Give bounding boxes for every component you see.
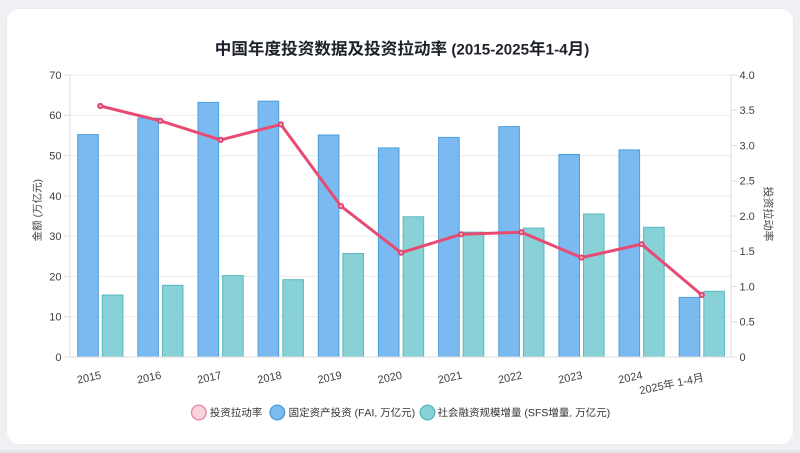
svg-text:2024: 2024	[617, 370, 643, 387]
svg-text:10: 10	[49, 312, 61, 324]
svg-text:40: 40	[49, 191, 61, 203]
svg-text:70: 70	[49, 70, 61, 82]
svg-text:0.5: 0.5	[740, 317, 755, 329]
svg-text:3.0: 3.0	[740, 140, 755, 152]
svg-text:2020: 2020	[377, 370, 403, 387]
svg-text:2.0: 2.0	[740, 211, 755, 223]
svg-text:2018: 2018	[256, 370, 282, 387]
svg-text:2023: 2023	[557, 370, 583, 387]
svg-text:2022: 2022	[497, 370, 523, 387]
svg-text:1.0: 1.0	[740, 281, 755, 293]
svg-text:30: 30	[49, 231, 61, 243]
svg-text:3.5: 3.5	[740, 105, 755, 117]
svg-text:0: 0	[740, 352, 746, 364]
svg-text:2.5: 2.5	[740, 176, 755, 188]
svg-text:1.5: 1.5	[740, 246, 755, 258]
svg-text:2019: 2019	[317, 370, 343, 387]
svg-text:20: 20	[49, 271, 61, 283]
svg-text:50: 50	[49, 151, 61, 163]
svg-text:2015: 2015	[76, 370, 102, 387]
svg-text:4.0: 4.0	[740, 70, 755, 82]
svg-text:2021: 2021	[437, 370, 463, 387]
svg-text:2017: 2017	[196, 370, 222, 387]
svg-text:0: 0	[55, 352, 61, 364]
svg-text:2016: 2016	[136, 370, 162, 387]
svg-text:60: 60	[49, 110, 61, 122]
